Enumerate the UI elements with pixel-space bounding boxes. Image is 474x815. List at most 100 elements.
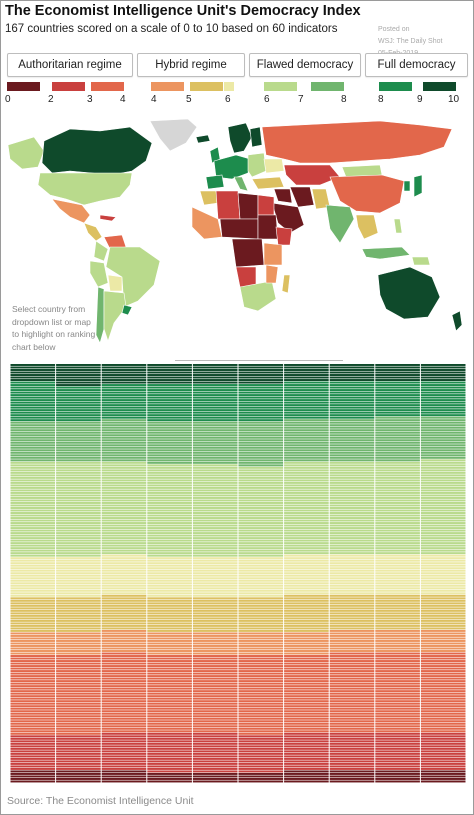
country-rank-cell[interactable] — [56, 627, 101, 630]
country-rank-cell[interactable] — [284, 637, 329, 640]
country-rank-cell[interactable] — [420, 562, 466, 565]
country-rank-cell[interactable] — [238, 722, 284, 725]
country-rank-cell[interactable] — [101, 524, 147, 527]
country-rank-cell[interactable] — [375, 469, 420, 472]
country-rank-cell[interactable] — [147, 657, 192, 660]
country-rank-cell[interactable] — [101, 499, 147, 502]
country-rank-cell[interactable] — [329, 612, 375, 615]
country-rank-cell[interactable] — [329, 662, 375, 665]
country-rank-cell[interactable] — [10, 700, 56, 703]
country-rank-cell[interactable] — [284, 451, 329, 454]
country-rank-cell[interactable] — [56, 634, 101, 637]
country-rank-cell[interactable] — [375, 411, 420, 414]
country-rank-cell[interactable] — [10, 469, 56, 472]
country-rank-cell[interactable] — [10, 499, 56, 502]
country-rank-cell[interactable] — [147, 414, 192, 417]
country-rank-cell[interactable] — [375, 569, 420, 572]
country-rank-cell[interactable] — [375, 750, 420, 753]
country-rank-cell[interactable] — [329, 632, 375, 635]
map-country-madagascar[interactable] — [281, 274, 291, 294]
country-rank-cell[interactable] — [375, 715, 420, 718]
country-rank-cell[interactable] — [375, 612, 420, 615]
country-rank-cell[interactable] — [10, 707, 56, 710]
country-rank-cell[interactable] — [101, 780, 147, 783]
country-rank-cell[interactable] — [147, 461, 192, 464]
country-rank-cell[interactable] — [56, 394, 101, 397]
country-rank-cell[interactable] — [192, 434, 238, 437]
country-rank-cell[interactable] — [238, 624, 284, 627]
country-rank-cell[interactable] — [101, 444, 147, 447]
country-rank-cell[interactable] — [56, 509, 101, 512]
country-rank-cell[interactable] — [192, 486, 238, 489]
country-rank-cell[interactable] — [56, 584, 101, 587]
country-rank-cell[interactable] — [284, 444, 329, 447]
country-rank-cell[interactable] — [192, 579, 238, 582]
country-rank-cell[interactable] — [56, 639, 101, 642]
country-rank-cell[interactable] — [10, 572, 56, 575]
country-rank-cell[interactable] — [238, 629, 284, 632]
country-rank-cell[interactable] — [101, 745, 147, 748]
country-rank-cell[interactable] — [420, 406, 466, 409]
country-rank-cell[interactable] — [101, 529, 147, 532]
country-rank-cell[interactable] — [147, 587, 192, 590]
country-rank-cell[interactable] — [284, 609, 329, 612]
country-rank-cell[interactable] — [10, 655, 56, 658]
country-rank-cell[interactable] — [56, 554, 101, 557]
country-rank-cell[interactable] — [192, 449, 238, 452]
country-rank-cell[interactable] — [192, 519, 238, 522]
country-rank-cell[interactable] — [147, 617, 192, 620]
country-rank-cell[interactable] — [375, 567, 420, 570]
country-rank-cell[interactable] — [10, 522, 56, 525]
country-rank-cell[interactable] — [192, 439, 238, 442]
country-rank-cell[interactable] — [375, 369, 420, 371]
country-rank-cell[interactable] — [238, 742, 284, 745]
country-rank-cell[interactable] — [284, 524, 329, 527]
country-rank-cell[interactable] — [420, 431, 466, 434]
country-rank-cell[interactable] — [10, 471, 56, 474]
country-rank-cell[interactable] — [284, 647, 329, 650]
country-rank-cell[interactable] — [284, 594, 329, 597]
country-rank-cell[interactable] — [238, 466, 284, 469]
country-rank-cell[interactable] — [329, 772, 375, 775]
country-rank-cell[interactable] — [56, 745, 101, 748]
country-rank-cell[interactable] — [101, 542, 147, 545]
country-rank-cell[interactable] — [10, 584, 56, 587]
country-rank-cell[interactable] — [375, 421, 420, 424]
country-rank-cell[interactable] — [329, 404, 375, 407]
country-rank-cell[interactable] — [10, 612, 56, 615]
country-rank-cell[interactable] — [10, 687, 56, 690]
country-rank-cell[interactable] — [192, 517, 238, 520]
country-rank-cell[interactable] — [56, 384, 101, 387]
country-rank-cell[interactable] — [329, 559, 375, 562]
country-rank-cell[interactable] — [420, 376, 466, 379]
country-rank-cell[interactable] — [56, 446, 101, 449]
country-rank-cell[interactable] — [284, 401, 329, 404]
country-rank-cell[interactable] — [10, 394, 56, 397]
country-rank-cell[interactable] — [192, 464, 238, 467]
country-rank-cell[interactable] — [56, 524, 101, 527]
country-rank-cell[interactable] — [375, 499, 420, 502]
map-country-italy[interactable] — [233, 176, 249, 192]
country-rank-cell[interactable] — [375, 655, 420, 658]
country-rank-cell[interactable] — [101, 559, 147, 562]
country-rank-cell[interactable] — [192, 634, 238, 637]
country-rank-cell[interactable] — [238, 494, 284, 497]
country-rank-cell[interactable] — [375, 675, 420, 678]
country-rank-cell[interactable] — [101, 464, 147, 467]
country-rank-cell[interactable] — [238, 760, 284, 763]
country-rank-cell[interactable] — [101, 762, 147, 765]
country-rank-cell[interactable] — [375, 484, 420, 487]
country-rank-cell[interactable] — [420, 692, 466, 695]
country-rank-cell[interactable] — [375, 401, 420, 404]
country-rank-cell[interactable] — [284, 519, 329, 522]
country-rank-cell[interactable] — [375, 559, 420, 562]
country-rank-cell[interactable] — [238, 652, 284, 655]
country-rank-cell[interactable] — [329, 374, 375, 376]
country-rank-cell[interactable] — [192, 459, 238, 462]
country-rank-cell[interactable] — [56, 514, 101, 517]
country-rank-cell[interactable] — [147, 702, 192, 705]
country-rank-cell[interactable] — [10, 639, 56, 642]
country-rank-cell[interactable] — [375, 489, 420, 492]
country-rank-cell[interactable] — [238, 642, 284, 645]
country-rank-cell[interactable] — [192, 499, 238, 502]
